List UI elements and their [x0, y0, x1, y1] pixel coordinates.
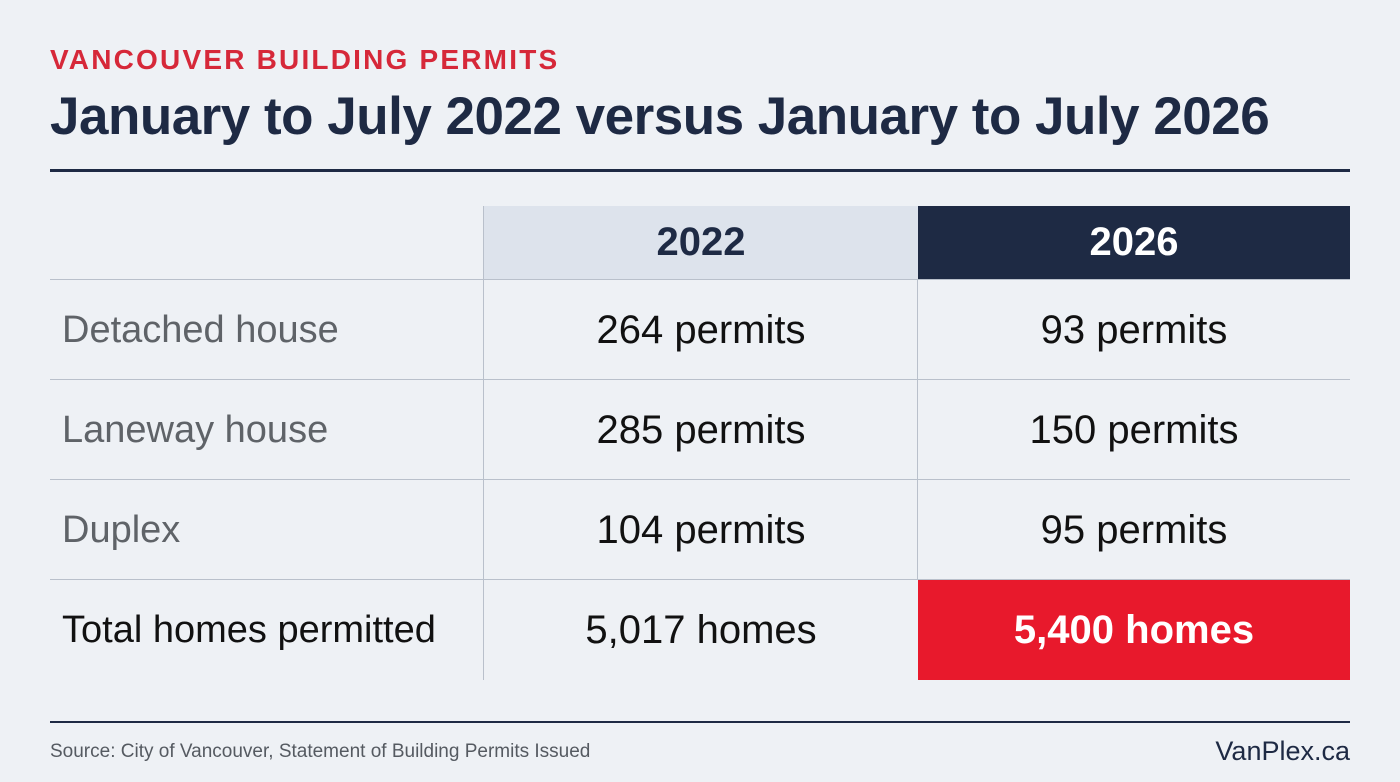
column-header-2022: 2022	[484, 206, 918, 279]
row-divider	[50, 379, 1350, 380]
page-title: January to July 2022 versus January to J…	[50, 87, 1270, 146]
kicker-text: VANCOUVER BUILDING PERMITS	[50, 44, 560, 75]
cell-duplex-2026: 95 permits	[1040, 507, 1228, 552]
cell-laneway-2026: 150 permits	[1029, 407, 1239, 452]
row-label-laneway-house: Laneway house	[62, 408, 329, 451]
row-divider	[50, 279, 1350, 280]
row-label-total-homes: Total homes permitted	[62, 608, 436, 651]
column-header-2026: 2026	[918, 206, 1350, 279]
source-note: Source: City of Vancouver, Statement of …	[50, 741, 591, 762]
column-divider	[917, 279, 918, 580]
row-divider	[50, 579, 1350, 580]
row-label-duplex: Duplex	[62, 508, 181, 551]
cell-total-2026-highlight: 5,400 homes	[918, 580, 1350, 680]
column-divider	[483, 206, 484, 680]
cell-duplex-2022: 104 permits	[596, 507, 806, 552]
cell-detached-2022: 264 permits	[596, 307, 806, 352]
permits-table: 2022 2026 Detached house 264 permits 93 …	[50, 206, 1350, 680]
cell-detached-2026: 93 permits	[1040, 307, 1228, 352]
cell-laneway-2022: 285 permits	[596, 407, 806, 452]
title-divider	[50, 169, 1350, 172]
row-label-detached-house: Detached house	[62, 308, 339, 351]
brand-logo-text: VanPlex.ca	[1215, 736, 1350, 766]
cell-total-2022: 5,017 homes	[585, 607, 817, 652]
row-divider	[50, 479, 1350, 480]
footer-divider	[50, 721, 1350, 723]
